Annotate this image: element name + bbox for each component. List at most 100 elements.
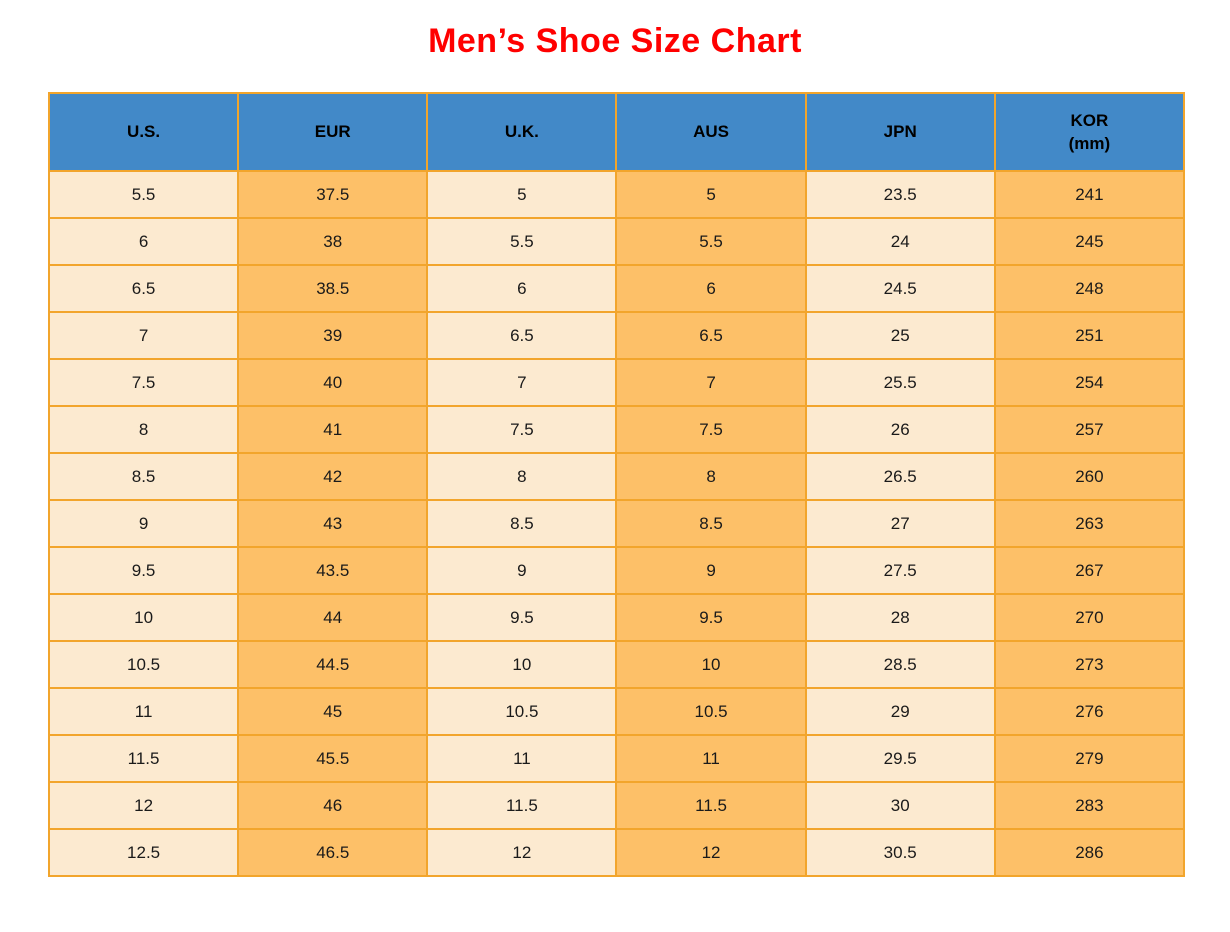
table-header-row: U.S. EUR U.K. AUS JPN KOR (mm) [47, 92, 1186, 172]
table-cell: 254 [993, 358, 1186, 407]
table-cell: 37.5 [237, 170, 429, 219]
table-row: 8.5 42 8 8 26.5 260 [47, 452, 1186, 501]
column-header-label: EUR [314, 122, 351, 141]
table-cell: 38.5 [237, 264, 429, 313]
column-header-label: U.S. [127, 122, 161, 141]
table-cell: 43.5 [237, 546, 429, 595]
table-cell: 245 [993, 217, 1186, 266]
table-cell: 44 [237, 593, 429, 642]
column-header-us: U.S. [47, 92, 240, 172]
table-cell: 7 [47, 311, 240, 360]
table-cell: 241 [993, 170, 1186, 219]
table-cell: 12.5 [47, 828, 240, 877]
table-cell: 10.5 [615, 687, 807, 736]
table-cell: 27 [804, 499, 996, 548]
table-cell: 10.5 [426, 687, 618, 736]
table-cell: 11.5 [47, 734, 240, 783]
table-row: 6 38 5.5 5.5 24 245 [47, 217, 1186, 266]
table-cell: 26 [804, 405, 996, 454]
table-cell: 8 [47, 405, 240, 454]
table-cell: 25 [804, 311, 996, 360]
table-cell: 273 [993, 640, 1186, 689]
table-cell: 9 [426, 546, 618, 595]
table-cell: 44.5 [237, 640, 429, 689]
table-cell: 9.5 [615, 593, 807, 642]
table-cell: 263 [993, 499, 1186, 548]
table-cell: 7 [615, 358, 807, 407]
table-cell: 5.5 [615, 217, 807, 266]
table-cell: 10 [615, 640, 807, 689]
table-cell: 6 [426, 264, 618, 313]
table-cell: 46 [237, 781, 429, 830]
table-cell: 8 [426, 452, 618, 501]
table-cell: 11.5 [615, 781, 807, 830]
table-cell: 40 [237, 358, 429, 407]
table-cell: 251 [993, 311, 1186, 360]
table-cell: 8 [615, 452, 807, 501]
table-row: 10.5 44.5 10 10 28.5 273 [47, 640, 1186, 689]
table-cell: 45 [237, 687, 429, 736]
table-cell: 7.5 [615, 405, 807, 454]
table-cell: 12 [426, 828, 618, 877]
table-cell: 267 [993, 546, 1186, 595]
table-cell: 7 [426, 358, 618, 407]
table-cell: 11 [615, 734, 807, 783]
table-cell: 30.5 [804, 828, 996, 877]
table-cell: 43 [237, 499, 429, 548]
table-cell: 6 [47, 217, 240, 266]
table-cell: 5.5 [426, 217, 618, 266]
table-cell: 27.5 [804, 546, 996, 595]
table-cell: 30 [804, 781, 996, 830]
page-title: Men’s Shoe Size Chart [428, 22, 802, 60]
table-cell: 276 [993, 687, 1186, 736]
column-header-sublabel: (mm) [1068, 133, 1111, 153]
table-cell: 10 [426, 640, 618, 689]
table-cell: 28 [804, 593, 996, 642]
column-header-uk: U.K. [426, 92, 618, 172]
table-cell: 7.5 [47, 358, 240, 407]
table-cell: 6.5 [47, 264, 240, 313]
table-cell: 10.5 [47, 640, 240, 689]
table-cell: 12 [615, 828, 807, 877]
size-table-body: 5.5 37.5 5 5 23.5 241 6 38 5.5 5.5 24 245 6.5 38.5 6 6 2… [47, 170, 1186, 877]
table-cell: 279 [993, 734, 1186, 783]
table-cell: 28.5 [804, 640, 996, 689]
table-cell: 8.5 [426, 499, 618, 548]
table-row: 7 39 6.5 6.5 25 251 [47, 311, 1186, 360]
table-cell: 270 [993, 593, 1186, 642]
table-cell: 9.5 [426, 593, 618, 642]
column-header-jpn: JPN [804, 92, 996, 172]
table-cell: 11.5 [426, 781, 618, 830]
table-cell: 6.5 [615, 311, 807, 360]
table-cell: 23.5 [804, 170, 996, 219]
table-cell: 39 [237, 311, 429, 360]
table-cell: 286 [993, 828, 1186, 877]
table-cell: 11 [47, 687, 240, 736]
table-row: 7.5 40 7 7 25.5 254 [47, 358, 1186, 407]
column-header-label: JPN [883, 122, 917, 141]
table-row: 9 43 8.5 8.5 27 263 [47, 499, 1186, 548]
column-header-label: U.K. [504, 122, 539, 141]
table-row: 9.5 43.5 9 9 27.5 267 [47, 546, 1186, 595]
table-cell: 24 [804, 217, 996, 266]
column-header-aus: AUS [615, 92, 807, 172]
shoe-size-table: U.S. EUR U.K. AUS JPN KOR (mm) 5.5 37.5 5 5… [47, 92, 1186, 877]
table-cell: 6 [615, 264, 807, 313]
table-cell: 9 [615, 546, 807, 595]
table-cell: 46.5 [237, 828, 429, 877]
column-header-eur: EUR [237, 92, 429, 172]
table-cell: 8.5 [615, 499, 807, 548]
column-header-label: AUS [693, 122, 729, 141]
table-cell: 257 [993, 405, 1186, 454]
table-cell: 29 [804, 687, 996, 736]
column-header-label: KOR [1070, 110, 1109, 130]
table-cell: 9.5 [47, 546, 240, 595]
table-cell: 7.5 [426, 405, 618, 454]
table-cell: 42 [237, 452, 429, 501]
table-cell: 10 [47, 593, 240, 642]
table-cell: 38 [237, 217, 429, 266]
table-cell: 5.5 [47, 170, 240, 219]
table-row: 11 45 10.5 10.5 29 276 [47, 687, 1186, 736]
table-cell: 25.5 [804, 358, 996, 407]
table-cell: 45.5 [237, 734, 429, 783]
